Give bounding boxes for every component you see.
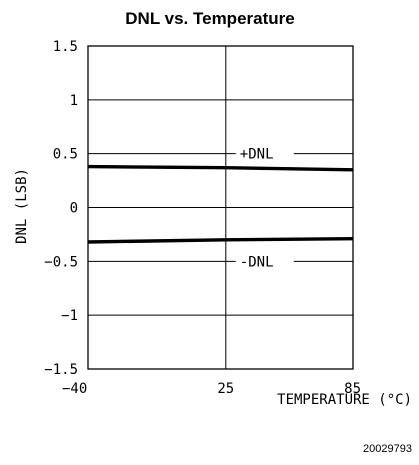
series-group: +DNL -DNL <box>87 145 354 270</box>
x-axis-label: TEMPERATURE (°C) <box>277 392 412 408</box>
x-tick-label: −40 <box>62 381 87 397</box>
y-tick-label: −1.5 <box>44 362 78 378</box>
y-tick-label: −0.5 <box>44 254 78 270</box>
y-tick-label: 0.5 <box>53 147 78 163</box>
x-tick-label: 25 <box>217 381 234 397</box>
series-label: -DNL <box>240 254 274 270</box>
series-label-bg <box>235 145 294 162</box>
y-tick-label: 1.5 <box>53 39 78 55</box>
series-label-bg <box>235 253 294 270</box>
x-tick-labels: −40 25 85 <box>62 381 361 397</box>
series-line-minus-dnl <box>87 237 354 244</box>
x-tick-label: 85 <box>344 381 361 397</box>
series-line-plus-dnl <box>87 164 354 172</box>
figure-id: 20029793 <box>363 443 412 455</box>
series-label: +DNL <box>240 147 274 163</box>
plot-frame <box>87 45 354 370</box>
y-tick-label: 0 <box>70 201 78 217</box>
grid <box>88 45 353 370</box>
y-tick-labels: 1.5 1 0.5 0 −0.5 −1 −1.5 <box>44 39 78 378</box>
y-axis-label: DNL (LSB) <box>14 168 30 244</box>
y-tick-label: −1 <box>61 308 78 324</box>
chart-title: DNL vs. Temperature <box>125 9 294 28</box>
y-tick-label: 1 <box>70 93 78 109</box>
